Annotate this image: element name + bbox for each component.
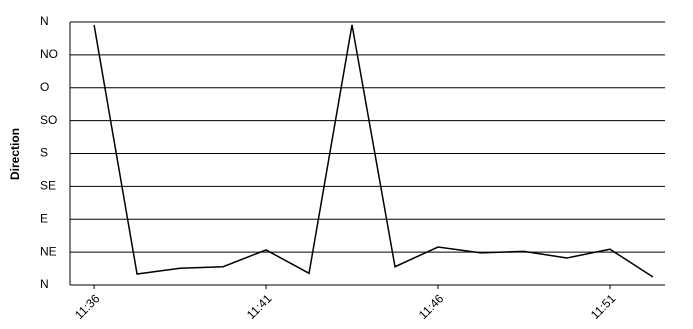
y-tick-label: SE xyxy=(40,179,56,193)
line-series xyxy=(93,24,654,278)
y-axis-label: Direction xyxy=(8,128,22,180)
y-tick-label: N xyxy=(40,14,49,28)
x-tick-label: 11:36 xyxy=(72,291,103,322)
y-tick-label: NO xyxy=(40,47,58,61)
y-tick-label: S xyxy=(40,146,48,160)
y-tick-label: NE xyxy=(40,244,57,258)
y-tick-label: SO xyxy=(40,113,57,127)
y-tick-label: E xyxy=(40,211,48,225)
y-tick-label: O xyxy=(40,80,49,94)
y-tick-label: N xyxy=(40,277,49,291)
x-tick-label: 11:41 xyxy=(244,291,275,322)
x-tick-label: 11:51 xyxy=(588,291,619,322)
x-tick-label: 11:46 xyxy=(416,291,447,322)
